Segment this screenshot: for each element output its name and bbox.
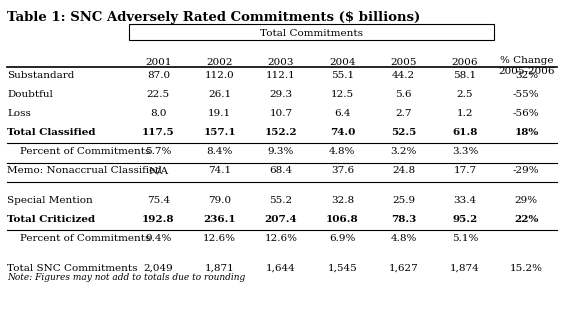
Text: 95.2: 95.2 xyxy=(452,215,478,224)
Text: 157.1: 157.1 xyxy=(204,128,236,137)
Text: 1,871: 1,871 xyxy=(205,264,235,273)
Text: 74.1: 74.1 xyxy=(208,166,231,175)
Text: 6.4: 6.4 xyxy=(334,109,351,118)
Text: 4.8%: 4.8% xyxy=(329,147,355,156)
Text: 78.3: 78.3 xyxy=(391,215,416,224)
Text: 29.3: 29.3 xyxy=(270,90,293,99)
Text: 5.1%: 5.1% xyxy=(452,234,478,243)
Text: 15.2%: 15.2% xyxy=(510,264,543,273)
Text: 29%: 29% xyxy=(515,196,538,205)
Text: 5.6: 5.6 xyxy=(395,90,412,99)
Text: Doubtful: Doubtful xyxy=(7,90,53,99)
Bar xyxy=(129,24,495,40)
Text: Loss: Loss xyxy=(7,109,31,118)
Text: 32.8: 32.8 xyxy=(331,196,354,205)
Text: -29%: -29% xyxy=(513,166,540,175)
Text: 152.2: 152.2 xyxy=(265,128,297,137)
Text: 17.7: 17.7 xyxy=(453,166,477,175)
Text: -56%: -56% xyxy=(513,109,540,118)
Text: 9.4%: 9.4% xyxy=(145,234,171,243)
Text: 1.2: 1.2 xyxy=(457,109,473,118)
Text: 2006: 2006 xyxy=(452,58,478,67)
Text: 12.6%: 12.6% xyxy=(203,234,236,243)
Text: 87.0: 87.0 xyxy=(147,71,170,80)
Text: 12.5: 12.5 xyxy=(331,90,354,99)
Text: 22.5: 22.5 xyxy=(147,90,170,99)
Text: 2004: 2004 xyxy=(329,58,355,67)
Text: 22%: 22% xyxy=(514,215,539,224)
Text: Percent of Commitments: Percent of Commitments xyxy=(7,234,151,243)
Text: % Change
2005-2006: % Change 2005-2006 xyxy=(498,56,554,76)
Text: Total Commitments: Total Commitments xyxy=(260,29,363,38)
Text: 2.5: 2.5 xyxy=(457,90,473,99)
Text: 75.4: 75.4 xyxy=(147,196,170,205)
Text: Percent of Commitments: Percent of Commitments xyxy=(7,147,151,156)
Text: 37.6: 37.6 xyxy=(331,166,354,175)
Text: Total Criticized: Total Criticized xyxy=(7,215,95,224)
Text: 236.1: 236.1 xyxy=(204,215,236,224)
Text: Total Classified: Total Classified xyxy=(7,128,95,137)
Text: 8.0: 8.0 xyxy=(150,109,166,118)
Text: Memo: Nonaccrual Classified: Memo: Nonaccrual Classified xyxy=(7,166,162,175)
Text: 12.6%: 12.6% xyxy=(265,234,297,243)
Text: 1,644: 1,644 xyxy=(266,264,296,273)
Text: 10.7: 10.7 xyxy=(270,109,293,118)
Text: 61.8: 61.8 xyxy=(452,128,478,137)
Text: 207.4: 207.4 xyxy=(265,215,297,224)
Text: 79.0: 79.0 xyxy=(208,196,231,205)
Text: 68.4: 68.4 xyxy=(270,166,293,175)
Text: 1,627: 1,627 xyxy=(389,264,418,273)
Text: 19.1: 19.1 xyxy=(208,109,231,118)
Text: 8.4%: 8.4% xyxy=(206,147,233,156)
Text: 2005: 2005 xyxy=(390,58,417,67)
Text: 117.5: 117.5 xyxy=(142,128,175,137)
Text: 33.4: 33.4 xyxy=(453,196,477,205)
Text: -55%: -55% xyxy=(513,90,540,99)
Text: 1,874: 1,874 xyxy=(450,264,480,273)
Text: 44.2: 44.2 xyxy=(392,71,415,80)
Text: 6.9%: 6.9% xyxy=(329,234,355,243)
Text: 2001: 2001 xyxy=(145,58,171,67)
Text: 3.2%: 3.2% xyxy=(390,147,417,156)
Text: 3.3%: 3.3% xyxy=(452,147,478,156)
Text: 24.8: 24.8 xyxy=(392,166,415,175)
Text: N/A: N/A xyxy=(148,166,169,175)
Text: 112.1: 112.1 xyxy=(266,71,296,80)
Text: 1,545: 1,545 xyxy=(328,264,357,273)
Text: 74.0: 74.0 xyxy=(329,128,355,137)
Text: 5.7%: 5.7% xyxy=(145,147,171,156)
Text: Special Mention: Special Mention xyxy=(7,196,92,205)
Text: 26.1: 26.1 xyxy=(208,90,231,99)
Text: 32%: 32% xyxy=(515,71,538,80)
Text: 55.1: 55.1 xyxy=(331,71,354,80)
Text: 55.2: 55.2 xyxy=(270,196,293,205)
Text: 2002: 2002 xyxy=(206,58,233,67)
Text: 2,049: 2,049 xyxy=(143,264,173,273)
Text: Table 1: SNC Adversely Rated Commitments ($ billions): Table 1: SNC Adversely Rated Commitments… xyxy=(7,11,420,24)
Text: 112.0: 112.0 xyxy=(205,71,235,80)
Text: 52.5: 52.5 xyxy=(391,128,416,137)
Text: 9.3%: 9.3% xyxy=(268,147,294,156)
Text: 25.9: 25.9 xyxy=(392,196,415,205)
Text: 2.7: 2.7 xyxy=(395,109,412,118)
Text: 58.1: 58.1 xyxy=(453,71,477,80)
Text: 2003: 2003 xyxy=(268,58,294,67)
Text: Total SNC Commitments: Total SNC Commitments xyxy=(7,264,138,273)
Text: 18%: 18% xyxy=(514,128,539,137)
Text: 106.8: 106.8 xyxy=(326,215,359,224)
Text: Note: Figures may not add to totals due to rounding: Note: Figures may not add to totals due … xyxy=(7,273,245,282)
Text: 4.8%: 4.8% xyxy=(390,234,417,243)
Text: 192.8: 192.8 xyxy=(142,215,175,224)
Text: Substandard: Substandard xyxy=(7,71,74,80)
